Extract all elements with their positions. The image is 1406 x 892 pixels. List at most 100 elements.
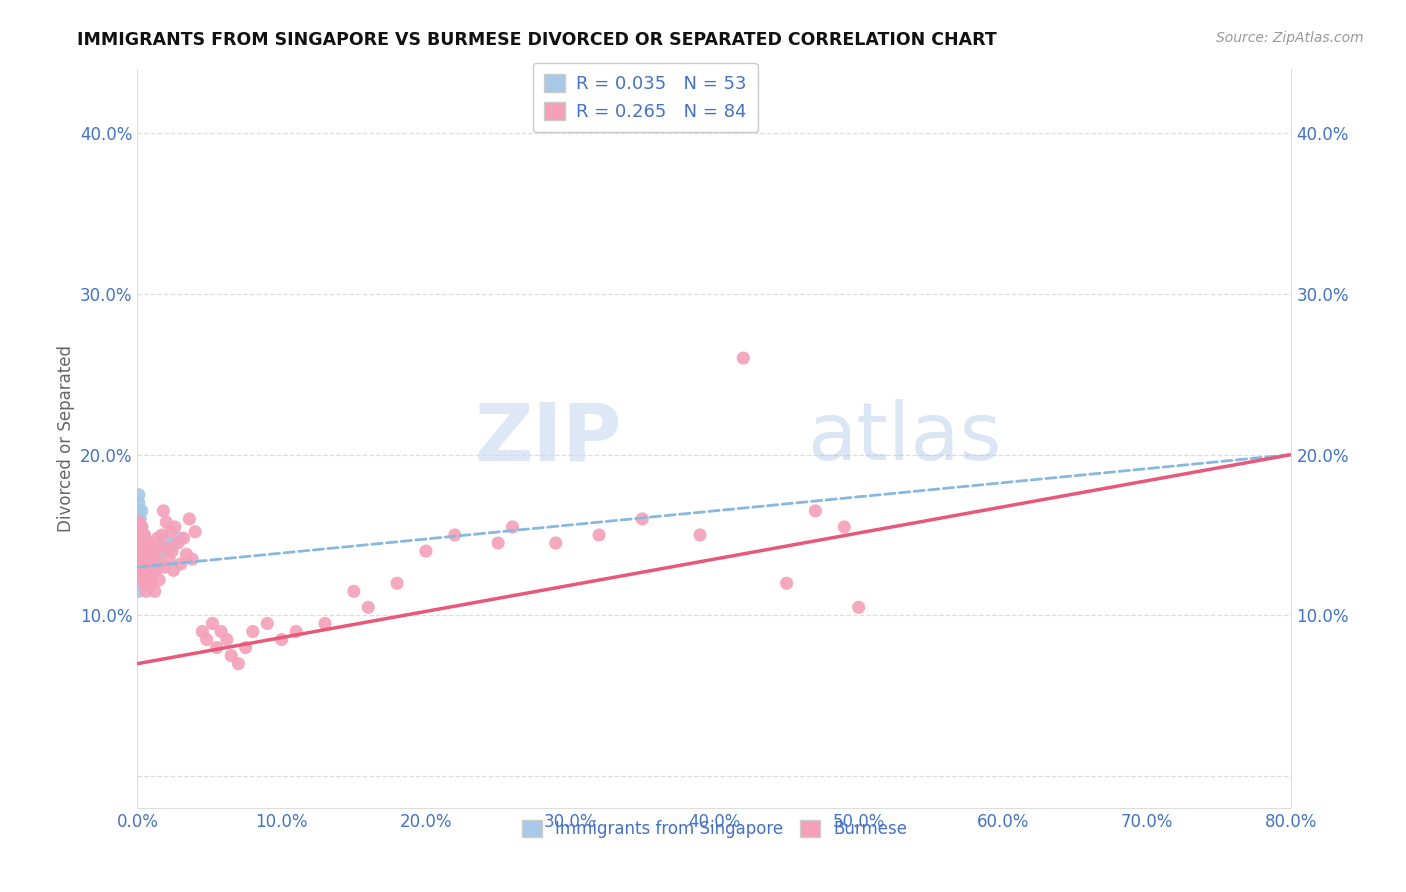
Point xyxy=(128,523,150,537)
Point xyxy=(343,584,366,599)
Point xyxy=(128,488,150,502)
Point xyxy=(219,648,242,663)
Point xyxy=(138,544,160,558)
Point xyxy=(242,624,264,639)
Point xyxy=(689,528,711,542)
Point xyxy=(136,576,159,591)
Point xyxy=(128,512,150,526)
Point xyxy=(128,544,150,558)
Point xyxy=(129,552,152,566)
Point xyxy=(128,563,150,577)
Point xyxy=(129,528,152,542)
Point xyxy=(150,528,173,542)
Point xyxy=(131,560,153,574)
Text: Source: ZipAtlas.com: Source: ZipAtlas.com xyxy=(1216,31,1364,45)
Point xyxy=(128,560,150,574)
Point xyxy=(145,563,167,577)
Point xyxy=(142,544,165,558)
Point xyxy=(181,552,204,566)
Point xyxy=(143,552,166,566)
Point xyxy=(775,576,797,591)
Point xyxy=(129,536,152,550)
Point xyxy=(139,552,162,566)
Point xyxy=(142,560,165,574)
Point xyxy=(129,568,152,582)
Point xyxy=(733,351,755,365)
Point xyxy=(128,515,150,529)
Point xyxy=(143,584,166,599)
Point xyxy=(131,560,153,574)
Point xyxy=(128,528,150,542)
Point xyxy=(152,504,174,518)
Point xyxy=(131,544,153,558)
Point xyxy=(128,496,150,510)
Point xyxy=(129,544,152,558)
Point xyxy=(155,536,177,550)
Point xyxy=(128,576,150,591)
Point xyxy=(163,520,186,534)
Point xyxy=(131,568,153,582)
Point xyxy=(128,515,150,529)
Point xyxy=(128,524,150,539)
Point xyxy=(285,624,308,639)
Point xyxy=(129,560,152,574)
Point xyxy=(152,544,174,558)
Point xyxy=(162,536,184,550)
Point xyxy=(128,504,150,518)
Point xyxy=(134,547,156,561)
Point xyxy=(486,536,509,550)
Point xyxy=(136,544,159,558)
Point xyxy=(270,632,292,647)
Point xyxy=(209,624,232,639)
Point xyxy=(134,531,156,545)
Point xyxy=(215,632,238,647)
Point xyxy=(166,536,188,550)
Point xyxy=(135,560,157,574)
Point xyxy=(135,560,157,574)
Point xyxy=(131,520,153,534)
Point xyxy=(205,640,228,655)
Point xyxy=(128,531,150,545)
Point xyxy=(228,657,250,671)
Point xyxy=(128,539,150,553)
Point xyxy=(131,531,153,545)
Point xyxy=(141,544,163,558)
Point xyxy=(131,544,153,558)
Point xyxy=(832,520,855,534)
Point xyxy=(129,544,152,558)
Point xyxy=(134,552,156,566)
Point xyxy=(631,512,654,526)
Point xyxy=(129,512,152,526)
Point xyxy=(132,528,155,542)
Point xyxy=(162,563,184,577)
Point xyxy=(160,544,183,558)
Legend: Immigrants from Singapore, Burmese: Immigrants from Singapore, Burmese xyxy=(515,813,914,845)
Point xyxy=(135,584,157,599)
Point xyxy=(131,573,153,587)
Point xyxy=(195,632,218,647)
Point xyxy=(156,541,179,555)
Point xyxy=(141,576,163,591)
Point xyxy=(357,600,380,615)
Text: atlas: atlas xyxy=(807,400,1001,477)
Point xyxy=(128,555,150,569)
Point xyxy=(134,576,156,591)
Point xyxy=(415,544,437,558)
Point xyxy=(129,528,152,542)
Point xyxy=(132,536,155,550)
Point xyxy=(146,544,169,558)
Point xyxy=(143,547,166,561)
Point xyxy=(201,616,224,631)
Point xyxy=(148,541,170,555)
Point xyxy=(179,512,201,526)
Point xyxy=(157,552,180,566)
Point xyxy=(314,616,336,631)
Point xyxy=(235,640,257,655)
Point xyxy=(588,528,610,542)
Point xyxy=(170,531,193,545)
Point xyxy=(146,531,169,545)
Point xyxy=(128,547,150,561)
Point xyxy=(128,552,150,566)
Point xyxy=(173,531,195,545)
Point xyxy=(153,560,176,574)
